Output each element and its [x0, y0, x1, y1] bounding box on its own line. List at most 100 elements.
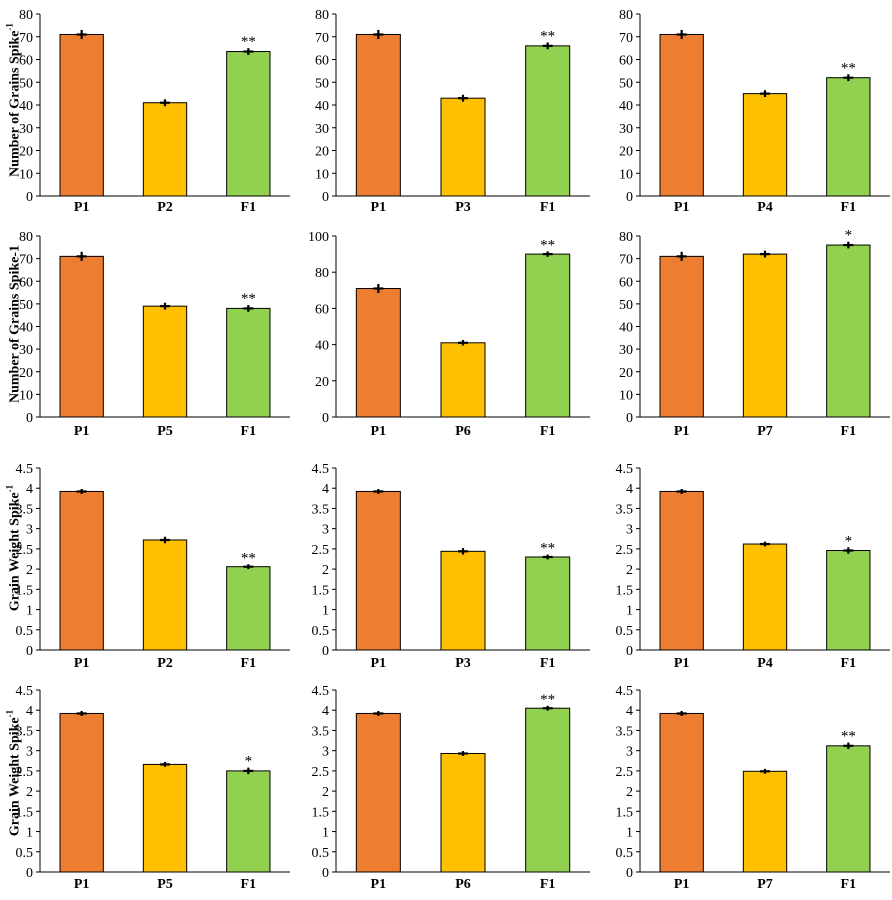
y-tick-label: 80 [19, 230, 33, 245]
y-tick-label: 0 [626, 411, 633, 426]
category-label: F1 [241, 877, 257, 892]
y-tick-label: 80 [315, 266, 329, 281]
category-label: P1 [74, 656, 90, 671]
y-tick-label: 70 [619, 31, 633, 46]
y-tick-label: 40 [19, 99, 33, 114]
bar-f1 [525, 707, 571, 873]
y-tick-label: 10 [619, 167, 633, 182]
significance-label: * [845, 228, 853, 244]
y-tick-label: 3.5 [16, 724, 34, 739]
y-tick-label: 70 [19, 31, 33, 46]
y-tick-label: 20 [19, 145, 33, 160]
y-tick-label: 0 [26, 644, 33, 659]
y-tick-label: 20 [19, 366, 33, 381]
y-tick-label: 1 [26, 604, 33, 619]
y-tick-label: 40 [619, 321, 633, 336]
y-tick-label: 4.5 [16, 462, 34, 477]
y-tick-label: 4 [26, 704, 33, 719]
y-tick-label: 10 [315, 167, 329, 182]
y-tick-label: 50 [619, 298, 633, 313]
bar-f1 [525, 253, 571, 418]
significance-label: * [245, 754, 253, 770]
y-tick-label: 3 [626, 745, 633, 760]
bar-p1 [659, 712, 704, 873]
y-tick-label: 1 [322, 604, 329, 619]
bar-p1 [355, 287, 401, 418]
y-tick-label: 1 [26, 826, 33, 841]
bar-p6 [440, 342, 486, 418]
category-label: P1 [674, 877, 690, 892]
significance-label: ** [540, 28, 555, 44]
y-tick-label: 0.5 [312, 624, 330, 639]
significance-label: ** [540, 541, 555, 557]
y-tick-label: 20 [315, 145, 329, 160]
bar-p3 [440, 97, 486, 197]
y-tick-label: 80 [619, 8, 633, 23]
bar-f1 [826, 550, 871, 651]
y-tick-label: 4 [322, 482, 329, 497]
y-tick-label: 10 [619, 388, 633, 403]
y-tick-label: 50 [619, 76, 633, 91]
y-tick-label: 0.5 [616, 624, 634, 639]
y-tick-label: 4 [322, 704, 329, 719]
y-tick-label: 2.5 [616, 543, 634, 558]
category-label: P1 [74, 877, 90, 892]
bar-p1 [355, 33, 401, 197]
category-label: P1 [74, 200, 90, 215]
y-tick-label: 3.5 [312, 502, 330, 517]
y-tick-label: 0 [626, 866, 633, 881]
bar-f1 [826, 745, 871, 873]
y-tick-label: 60 [315, 302, 329, 317]
y-tick-label: 0 [626, 644, 633, 659]
y-tick-label: 3 [322, 745, 329, 760]
bar-p5 [142, 763, 188, 873]
y-tick-label: 0.5 [616, 846, 634, 861]
y-tick-label: 70 [315, 31, 329, 46]
bar-f1 [226, 307, 271, 418]
y-tick-label: 30 [619, 122, 633, 137]
y-tick-label: 70 [619, 253, 633, 268]
bar-p1 [355, 712, 401, 873]
significance-label: ** [540, 237, 555, 253]
y-tick-label: 20 [315, 375, 329, 390]
bar-p4 [742, 543, 788, 651]
y-tick-label: 40 [315, 339, 329, 354]
y-tick-label: 1.5 [16, 583, 34, 598]
category-label: P1 [371, 424, 387, 439]
y-tick-label: 2 [26, 563, 33, 578]
category-label: P1 [371, 877, 387, 892]
bar-p7 [742, 770, 788, 873]
bar-p1 [59, 490, 104, 651]
category-label: P1 [371, 656, 387, 671]
y-tick-label: 40 [619, 99, 633, 114]
y-tick-label: 20 [619, 366, 633, 381]
y-tick-label: 4 [626, 704, 633, 719]
significance-label: ** [841, 729, 856, 745]
category-label: F1 [540, 424, 556, 439]
y-tick-label: 3.5 [616, 724, 634, 739]
category-label: F1 [241, 424, 257, 439]
y-tick-label: 30 [19, 343, 33, 358]
y-tick-label: 1.5 [616, 805, 634, 820]
y-tick-label: 60 [619, 275, 633, 290]
significance-label: * [845, 533, 853, 549]
y-tick-label: 10 [19, 388, 33, 403]
category-label: F1 [540, 200, 556, 215]
y-tick-label: 0.5 [312, 846, 330, 861]
y-tick-label: 2 [626, 563, 633, 578]
category-label: F1 [241, 656, 257, 671]
y-tick-label: 2 [26, 785, 33, 800]
y-tick-label: 4.5 [616, 684, 634, 699]
y-tick-label: 0.5 [16, 846, 34, 861]
y-tick-label: 1.5 [312, 583, 330, 598]
y-tick-label: 0 [626, 190, 633, 205]
y-tick-label: 100 [308, 230, 329, 245]
